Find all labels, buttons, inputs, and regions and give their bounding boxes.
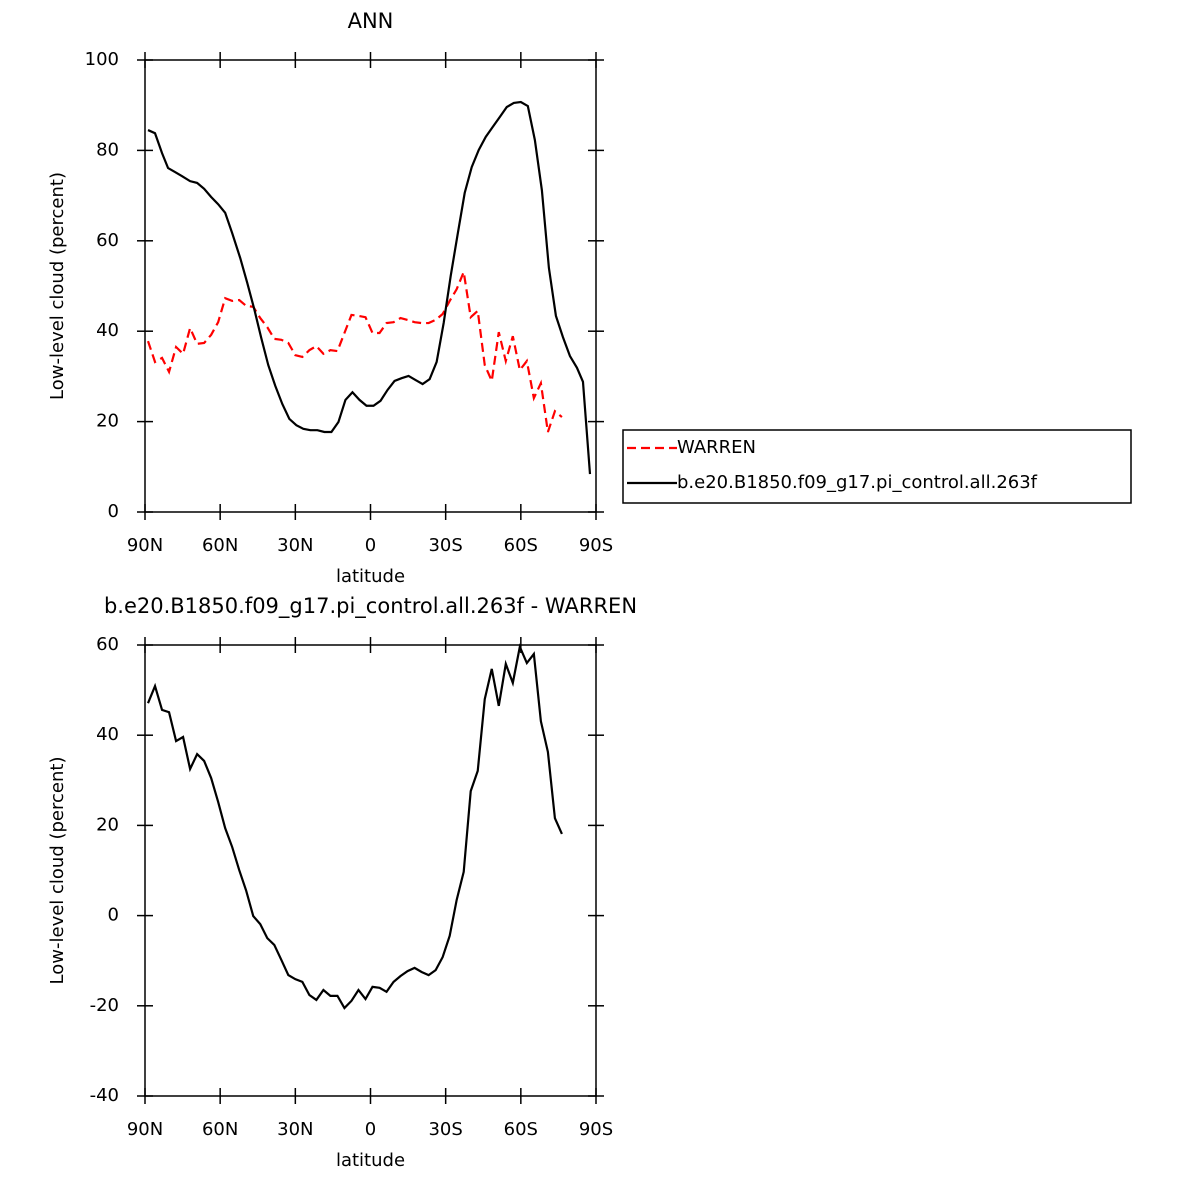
x-tick-label: 60S [504, 1119, 538, 1140]
y-tick-label: 40 [96, 320, 119, 341]
x-tick-label: 60N [202, 535, 238, 556]
y-tick-label: 40 [96, 724, 119, 745]
chart-title: ANN [348, 9, 394, 33]
panel: ANN latitude Low-level cloud (percent) 0 20 4… [47, 9, 1132, 587]
plot-frame [144, 59, 597, 513]
y-tick-label: 60 [96, 634, 119, 655]
x-tick-label: 90N [127, 1119, 163, 1140]
y-tick-label: -20 [90, 995, 119, 1016]
y-tick-label: -40 [90, 1085, 119, 1106]
y-tick-label: 20 [96, 814, 119, 835]
x-tick-label: 0 [365, 535, 376, 556]
x-tick-label: 30S [428, 535, 462, 556]
y-tick-label: 100 [85, 49, 119, 70]
legend: WARREN b.e20.B1850.f09_g17.pi_control.all… [622, 429, 1132, 504]
legend-label: b.e20.B1850.f09_g17.pi_control.all.263f [677, 472, 1038, 493]
x-axis-label: latitude [336, 1150, 405, 1171]
y-tick-label: 0 [108, 905, 119, 926]
x-tick-label: 90N [127, 535, 163, 556]
x-tick-label: 90S [579, 535, 613, 556]
x-tick-label: 0 [365, 1119, 376, 1140]
panel: b.e20.B1850.f09_g17.pi_control.all.263f … [47, 594, 637, 1171]
chart-title: b.e20.B1850.f09_g17.pi_control.all.263f … [104, 594, 637, 619]
y-tick-label: 20 [96, 411, 119, 432]
y-axis-label: Low-level cloud (percent) [47, 757, 68, 985]
plot-frame [144, 644, 597, 1097]
y-tick-label: 80 [96, 139, 119, 160]
data-line [146, 643, 563, 1010]
y-axis-label: Low-level cloud (percent) [47, 172, 68, 400]
data-line [146, 267, 563, 433]
y-tick-label: 60 [96, 230, 119, 251]
x-axis-label: latitude [336, 566, 405, 587]
y-tick-label: 0 [108, 501, 119, 522]
data-line [147, 100, 592, 475]
x-tick-label: 90S [579, 1119, 613, 1140]
x-tick-label: 30N [277, 1119, 313, 1140]
x-tick-label: 60N [202, 1119, 238, 1140]
x-tick-label: 30S [428, 1119, 462, 1140]
legend-box [622, 429, 1132, 504]
x-tick-label: 60S [504, 535, 538, 556]
legend-label: WARREN [677, 437, 756, 458]
x-tick-label: 30N [277, 535, 313, 556]
